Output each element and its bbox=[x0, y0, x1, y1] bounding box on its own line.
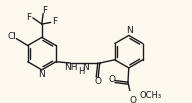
Text: NH: NH bbox=[64, 63, 78, 72]
Text: F: F bbox=[26, 13, 31, 22]
Text: N: N bbox=[82, 63, 89, 72]
Text: N: N bbox=[126, 26, 133, 35]
Text: O: O bbox=[108, 75, 115, 84]
Text: O: O bbox=[94, 77, 101, 86]
Text: F: F bbox=[42, 6, 47, 15]
Text: Cl: Cl bbox=[7, 32, 16, 41]
Text: F: F bbox=[52, 17, 57, 26]
Text: O: O bbox=[129, 96, 136, 103]
Text: N: N bbox=[38, 70, 45, 79]
Text: OCH₃: OCH₃ bbox=[139, 91, 161, 100]
Text: H: H bbox=[78, 67, 85, 76]
